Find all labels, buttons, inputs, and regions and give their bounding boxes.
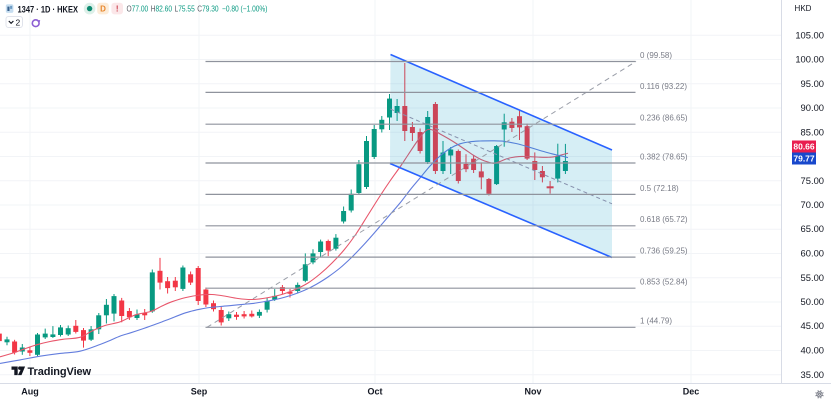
svg-text:Nov: Nov xyxy=(524,387,541,397)
svg-text:Oct: Oct xyxy=(367,387,382,397)
svg-text:!: ! xyxy=(116,5,119,14)
svg-text:95.00: 95.00 xyxy=(801,78,824,89)
svg-text:75.00: 75.00 xyxy=(801,175,824,186)
svg-text:60.00: 60.00 xyxy=(801,248,824,259)
svg-text:85.00: 85.00 xyxy=(801,126,824,137)
svg-text:O77.00H82.60L75.55C79.30−0.80: O77.00H82.60L75.55C79.30−0.80 (−1.00%) xyxy=(127,5,268,14)
svg-text:105.00: 105.00 xyxy=(795,29,824,40)
svg-text:2: 2 xyxy=(16,18,21,28)
svg-text:0.618 (65.72): 0.618 (65.72) xyxy=(640,215,688,224)
svg-text:1 (44.79): 1 (44.79) xyxy=(640,317,672,326)
svg-text:0.853 (52.84): 0.853 (52.84) xyxy=(640,278,688,287)
svg-text:Aug: Aug xyxy=(21,387,39,397)
svg-text:Sep: Sep xyxy=(191,387,208,397)
svg-text:0.116 (93.22): 0.116 (93.22) xyxy=(640,82,687,91)
svg-text:0.5 (72.18): 0.5 (72.18) xyxy=(640,184,679,193)
svg-text:80.66: 80.66 xyxy=(793,142,815,152)
svg-text:100.00: 100.00 xyxy=(795,54,824,65)
svg-text:50.00: 50.00 xyxy=(801,296,824,307)
svg-text:79.77: 79.77 xyxy=(793,154,815,164)
svg-text:55.00: 55.00 xyxy=(801,272,824,283)
svg-text:D: D xyxy=(100,5,106,14)
svg-text:TradingView: TradingView xyxy=(28,366,92,378)
svg-text:0.236 (86.65): 0.236 (86.65) xyxy=(640,114,688,123)
svg-text:0.736 (59.25): 0.736 (59.25) xyxy=(640,247,688,256)
svg-text:HKD: HKD xyxy=(795,4,812,13)
svg-text:65.00: 65.00 xyxy=(801,223,824,234)
svg-text:0 (99.58): 0 (99.58) xyxy=(640,51,672,60)
svg-text:Dec: Dec xyxy=(683,387,700,397)
svg-text:0.382 (78.65): 0.382 (78.65) xyxy=(640,152,688,161)
svg-text:45.00: 45.00 xyxy=(801,320,824,331)
svg-text:70.00: 70.00 xyxy=(801,199,824,210)
svg-text:40.00: 40.00 xyxy=(801,345,824,356)
svg-text:1347 · 1D · HKEX: 1347 · 1D · HKEX xyxy=(18,4,79,15)
svg-text:35.00: 35.00 xyxy=(801,369,824,380)
svg-text:90.00: 90.00 xyxy=(801,102,824,113)
